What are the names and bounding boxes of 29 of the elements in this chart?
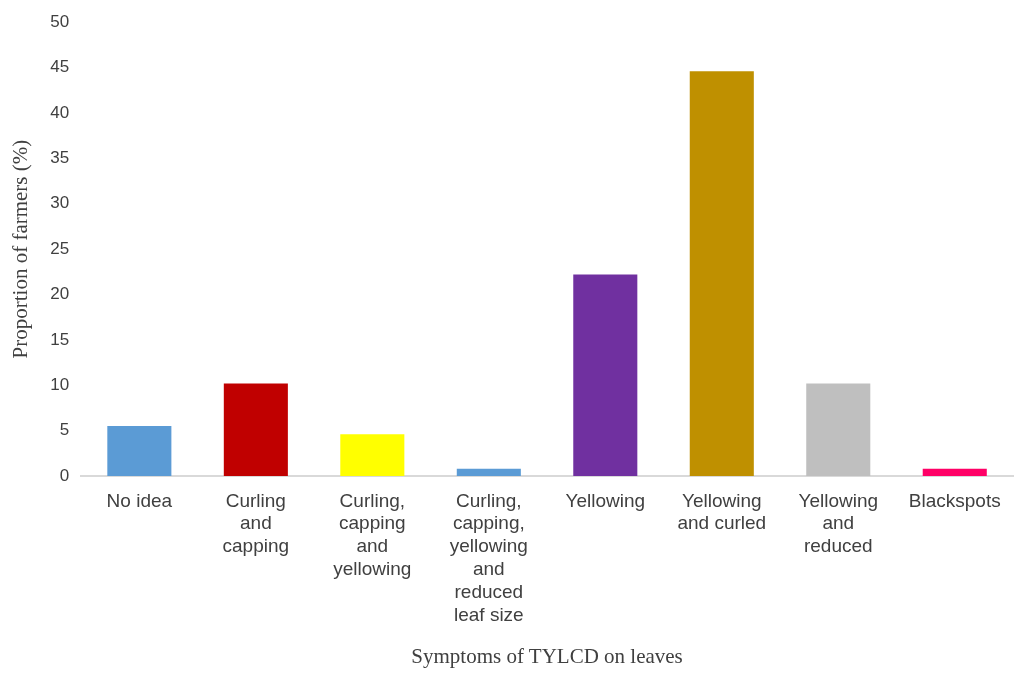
bar bbox=[456, 468, 521, 476]
y-tick-label: 45 bbox=[50, 57, 70, 77]
bar bbox=[223, 383, 288, 476]
bar bbox=[340, 434, 405, 476]
bar bbox=[922, 468, 987, 476]
bar bbox=[689, 71, 754, 476]
x-tick-label: No idea bbox=[106, 489, 173, 511]
bar bbox=[806, 383, 871, 476]
x-axis-title: Symptoms of TYLCD on leaves bbox=[411, 643, 683, 668]
y-tick-label: 20 bbox=[50, 284, 70, 304]
x-tick-label: Yellowing and reduced bbox=[798, 489, 879, 557]
y-tick-label: 0 bbox=[59, 465, 70, 485]
y-axis-title: Proportion of farmers (%) bbox=[8, 139, 33, 359]
y-tick-label: 30 bbox=[50, 193, 70, 213]
y-tick-label: 10 bbox=[50, 374, 70, 394]
x-tick-label: Yellowing bbox=[565, 489, 646, 511]
x-tick-label: Curling, capping and yellowing bbox=[333, 489, 412, 580]
y-tick-label: 25 bbox=[50, 238, 70, 258]
bar bbox=[107, 426, 172, 476]
bar bbox=[573, 274, 638, 476]
x-tick-label: Yellowing and curled bbox=[677, 489, 767, 534]
y-tick-label: 35 bbox=[50, 148, 70, 168]
x-tick-label: Curling and capping bbox=[222, 489, 290, 557]
y-tick-label: 15 bbox=[50, 329, 70, 349]
y-tick-label: 5 bbox=[59, 420, 70, 440]
x-tick-label: Blackspots bbox=[908, 489, 1001, 511]
x-tick-label: Curling, capping, yellowing and reduced leaf size bbox=[449, 489, 528, 625]
y-tick-label: 40 bbox=[50, 102, 70, 122]
y-tick-label: 50 bbox=[50, 11, 70, 31]
